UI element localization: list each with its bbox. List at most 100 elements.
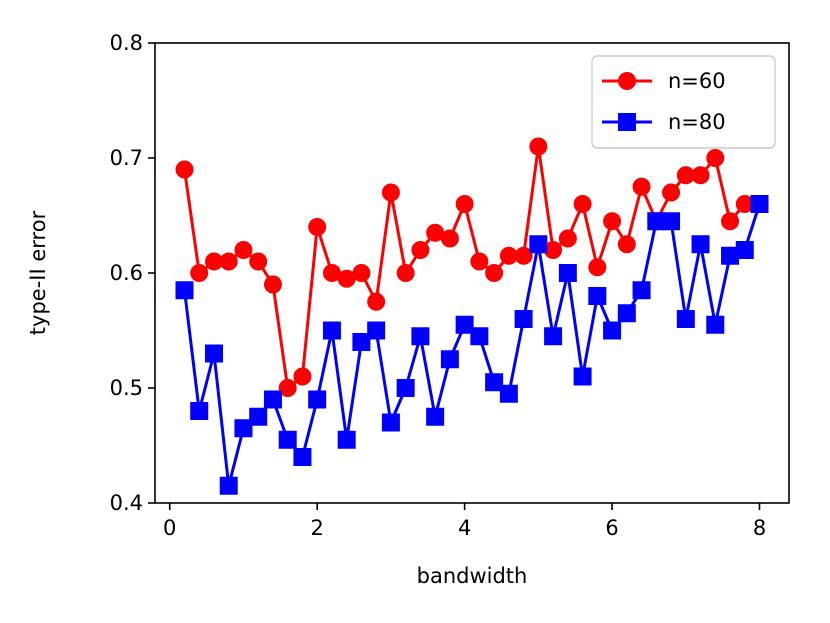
data-point: [440, 350, 459, 369]
data-point: [470, 327, 489, 346]
data-point: [426, 223, 445, 242]
series-line: [183, 145, 760, 390]
y-tick-label: 0.4: [110, 491, 143, 515]
data-point: [735, 195, 754, 213]
x-tick-label: 2: [310, 516, 323, 540]
data-point: [676, 310, 695, 328]
data-point: [308, 218, 327, 236]
y-tick-label: 0.7: [110, 146, 143, 170]
data-point: [263, 275, 282, 294]
data-point: [485, 373, 504, 392]
data-point: [381, 413, 400, 432]
data-point: [603, 212, 622, 231]
data-point: [352, 264, 371, 282]
data-point: [175, 160, 194, 179]
x-axis-label: bandwidth: [417, 564, 528, 588]
y-tick-label: 0.6: [110, 261, 143, 285]
y-tick-label: 0.8: [110, 31, 143, 55]
data-point: [263, 390, 282, 409]
data-point: [544, 327, 563, 346]
data-point: [411, 241, 430, 259]
y-axis-label: type-II error: [26, 210, 50, 335]
data-point: [588, 258, 607, 277]
series-layer: [175, 137, 769, 495]
data-point: [322, 321, 341, 340]
data-point: [411, 327, 430, 346]
data-point: [558, 264, 577, 282]
data-point: [219, 252, 238, 271]
data-point: [308, 390, 327, 409]
data-point: [440, 229, 459, 248]
data-point: [706, 149, 725, 167]
x-tick-label: 4: [458, 516, 471, 540]
data-point: [676, 166, 695, 185]
data-point: [204, 344, 223, 363]
data-point: [249, 407, 268, 426]
data-point: [735, 241, 754, 259]
data-point: [367, 292, 386, 311]
data-point: [544, 241, 563, 259]
data-point: [691, 166, 710, 185]
data-point: [662, 212, 681, 231]
ticks-layer: 0 2 4 6 8 0.4 0.5 0.6 0.7 0.8: [110, 31, 767, 540]
data-point: [190, 264, 209, 282]
data-point: [293, 367, 312, 386]
data-point: [190, 402, 209, 420]
legend-box: [591, 55, 776, 149]
data-point: [529, 235, 548, 254]
data-point: [514, 246, 533, 265]
data-point: [219, 476, 238, 495]
data-point: [721, 246, 740, 265]
data-point: [234, 241, 253, 259]
series-0: [175, 137, 769, 397]
data-point: [455, 315, 474, 334]
data-point: [293, 448, 312, 466]
data-point: [558, 229, 577, 248]
data-point: [367, 321, 386, 340]
data-point: [381, 183, 400, 202]
data-point: [278, 379, 297, 397]
data-point: [691, 235, 710, 254]
x-tick-label: 0: [163, 516, 176, 540]
series-1: [175, 195, 769, 495]
data-point: [352, 333, 371, 351]
data-point: [573, 195, 592, 213]
x-tick-label: 8: [753, 516, 766, 540]
data-point: [632, 177, 651, 196]
data-point: [706, 315, 725, 334]
data-point: [529, 137, 548, 156]
data-point: [499, 384, 518, 403]
data-point: [322, 264, 341, 282]
data-point: [632, 281, 651, 300]
data-point: [514, 310, 533, 328]
data-point: [175, 281, 194, 300]
data-point: [617, 235, 636, 254]
data-point: [617, 304, 636, 323]
data-point: [603, 321, 622, 340]
data-point: [662, 183, 681, 202]
legend-marker: [618, 113, 636, 131]
data-point: [278, 430, 297, 449]
data-point: [396, 264, 415, 282]
data-point: [337, 269, 356, 288]
legend-label: n=60: [668, 69, 726, 93]
data-point: [396, 379, 415, 397]
legend-label: n=80: [668, 110, 726, 134]
data-point: [426, 407, 445, 426]
data-point: [573, 367, 592, 386]
data-point: [204, 252, 223, 271]
legend: n=60 n=80: [591, 55, 776, 149]
legend-item: n=80: [602, 110, 726, 134]
data-point: [455, 195, 474, 213]
data-point: [249, 252, 268, 271]
x-tick-label: 6: [605, 516, 618, 540]
legend-marker: [618, 72, 636, 90]
data-point: [721, 212, 740, 231]
data-point: [499, 246, 518, 265]
legend-item: n=60: [602, 69, 726, 93]
data-point: [588, 287, 607, 305]
data-point: [485, 264, 504, 282]
data-point: [234, 419, 253, 438]
data-point: [750, 195, 769, 213]
